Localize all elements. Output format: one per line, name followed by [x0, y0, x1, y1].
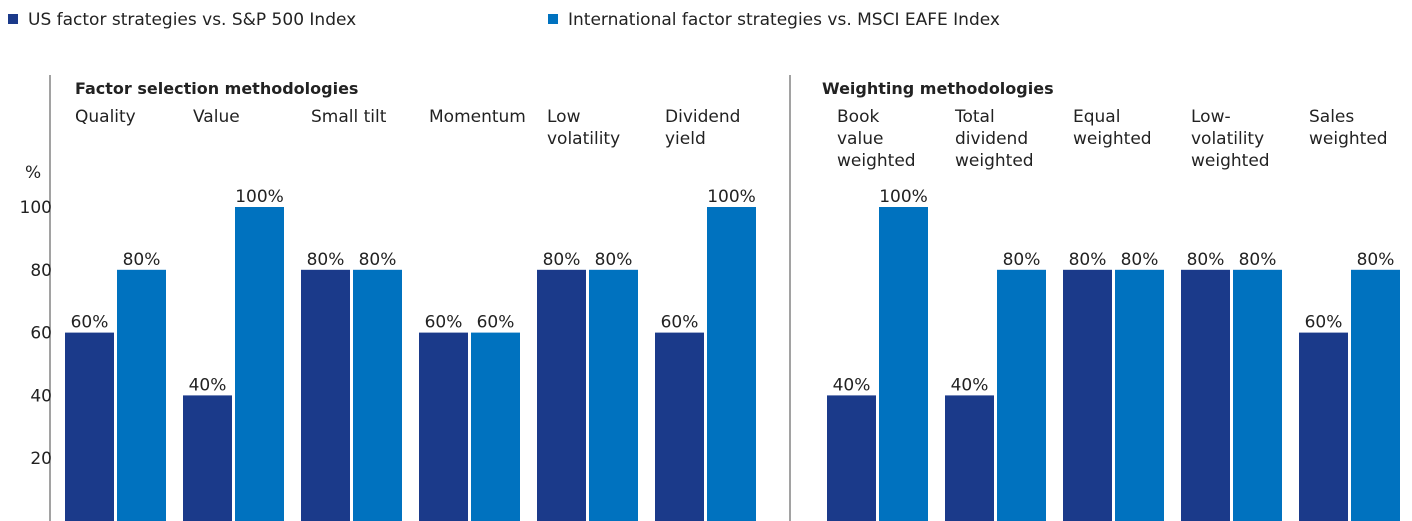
- category-label: Low-volatility weighted: [1191, 107, 1270, 171]
- value-label: 100%: [235, 187, 284, 207]
- bar: [1233, 269, 1282, 521]
- y-tick-label: 80: [30, 261, 52, 281]
- legend-swatch: [548, 14, 558, 24]
- bar: [879, 207, 928, 521]
- value-label: 80%: [1003, 250, 1041, 270]
- value-label: 80%: [1357, 250, 1395, 270]
- category-label: Small tilt: [311, 107, 387, 127]
- value-label: 60%: [425, 313, 463, 333]
- bar: [1181, 269, 1230, 521]
- value-label: 60%: [661, 313, 699, 333]
- legend-label: International factor strategies vs. MSCI…: [568, 10, 1000, 30]
- value-label: 40%: [951, 375, 989, 395]
- y-tick-label: 40: [30, 386, 52, 406]
- panel-title: Factor selection methodologies: [75, 79, 358, 98]
- category-label: Sales weighted: [1309, 107, 1388, 149]
- value-label: 40%: [189, 375, 227, 395]
- category-label: Equal weighted: [1073, 107, 1152, 149]
- bar: [353, 269, 402, 521]
- bar: [117, 269, 166, 521]
- bar: [589, 269, 638, 521]
- panel-title: Weighting methodologies: [822, 79, 1054, 98]
- y-tick-label: 20: [30, 449, 52, 469]
- category-label: Low volatility: [547, 107, 620, 149]
- legend-label: US factor strategies vs. S&P 500 Index: [28, 10, 356, 30]
- value-label: 80%: [359, 250, 397, 270]
- category-label: Book value weighted: [837, 107, 916, 171]
- category-label: Momentum: [429, 107, 526, 127]
- bar: [655, 332, 704, 521]
- bar: [537, 269, 586, 521]
- bar: [827, 395, 876, 521]
- bar: [235, 207, 284, 521]
- value-label: 60%: [71, 313, 109, 333]
- value-label: 80%: [1239, 250, 1277, 270]
- value-label: 80%: [543, 250, 581, 270]
- value-label: 80%: [1187, 250, 1225, 270]
- bar: [65, 332, 114, 521]
- value-label: 60%: [477, 313, 515, 333]
- y-tick-label: 60: [30, 324, 52, 344]
- bar: [183, 395, 232, 521]
- value-label: 100%: [707, 187, 756, 207]
- y-tick-label: 100: [20, 198, 52, 218]
- value-label: 80%: [595, 250, 633, 270]
- value-label: 80%: [1069, 250, 1107, 270]
- category-label: Quality: [75, 107, 136, 127]
- bar: [945, 395, 994, 521]
- bar: [1299, 332, 1348, 521]
- bar: [301, 269, 350, 521]
- category-label: Dividend yield: [665, 107, 740, 149]
- bar: [997, 269, 1046, 521]
- bar: [1115, 269, 1164, 521]
- value-label: 80%: [1121, 250, 1159, 270]
- y-unit: %: [25, 163, 41, 183]
- category-label: Value: [193, 107, 240, 127]
- value-label: 80%: [307, 250, 345, 270]
- legend-swatch: [8, 14, 18, 24]
- value-label: 80%: [123, 250, 161, 270]
- category-label: Total dividend weighted: [954, 107, 1034, 171]
- bar: [1063, 269, 1112, 521]
- value-label: 40%: [833, 375, 871, 395]
- bar: [1351, 269, 1400, 521]
- bar: [419, 332, 468, 521]
- bar: [471, 332, 520, 521]
- bar: [707, 207, 756, 521]
- value-label: 100%: [879, 187, 928, 207]
- value-label: 60%: [1305, 313, 1343, 333]
